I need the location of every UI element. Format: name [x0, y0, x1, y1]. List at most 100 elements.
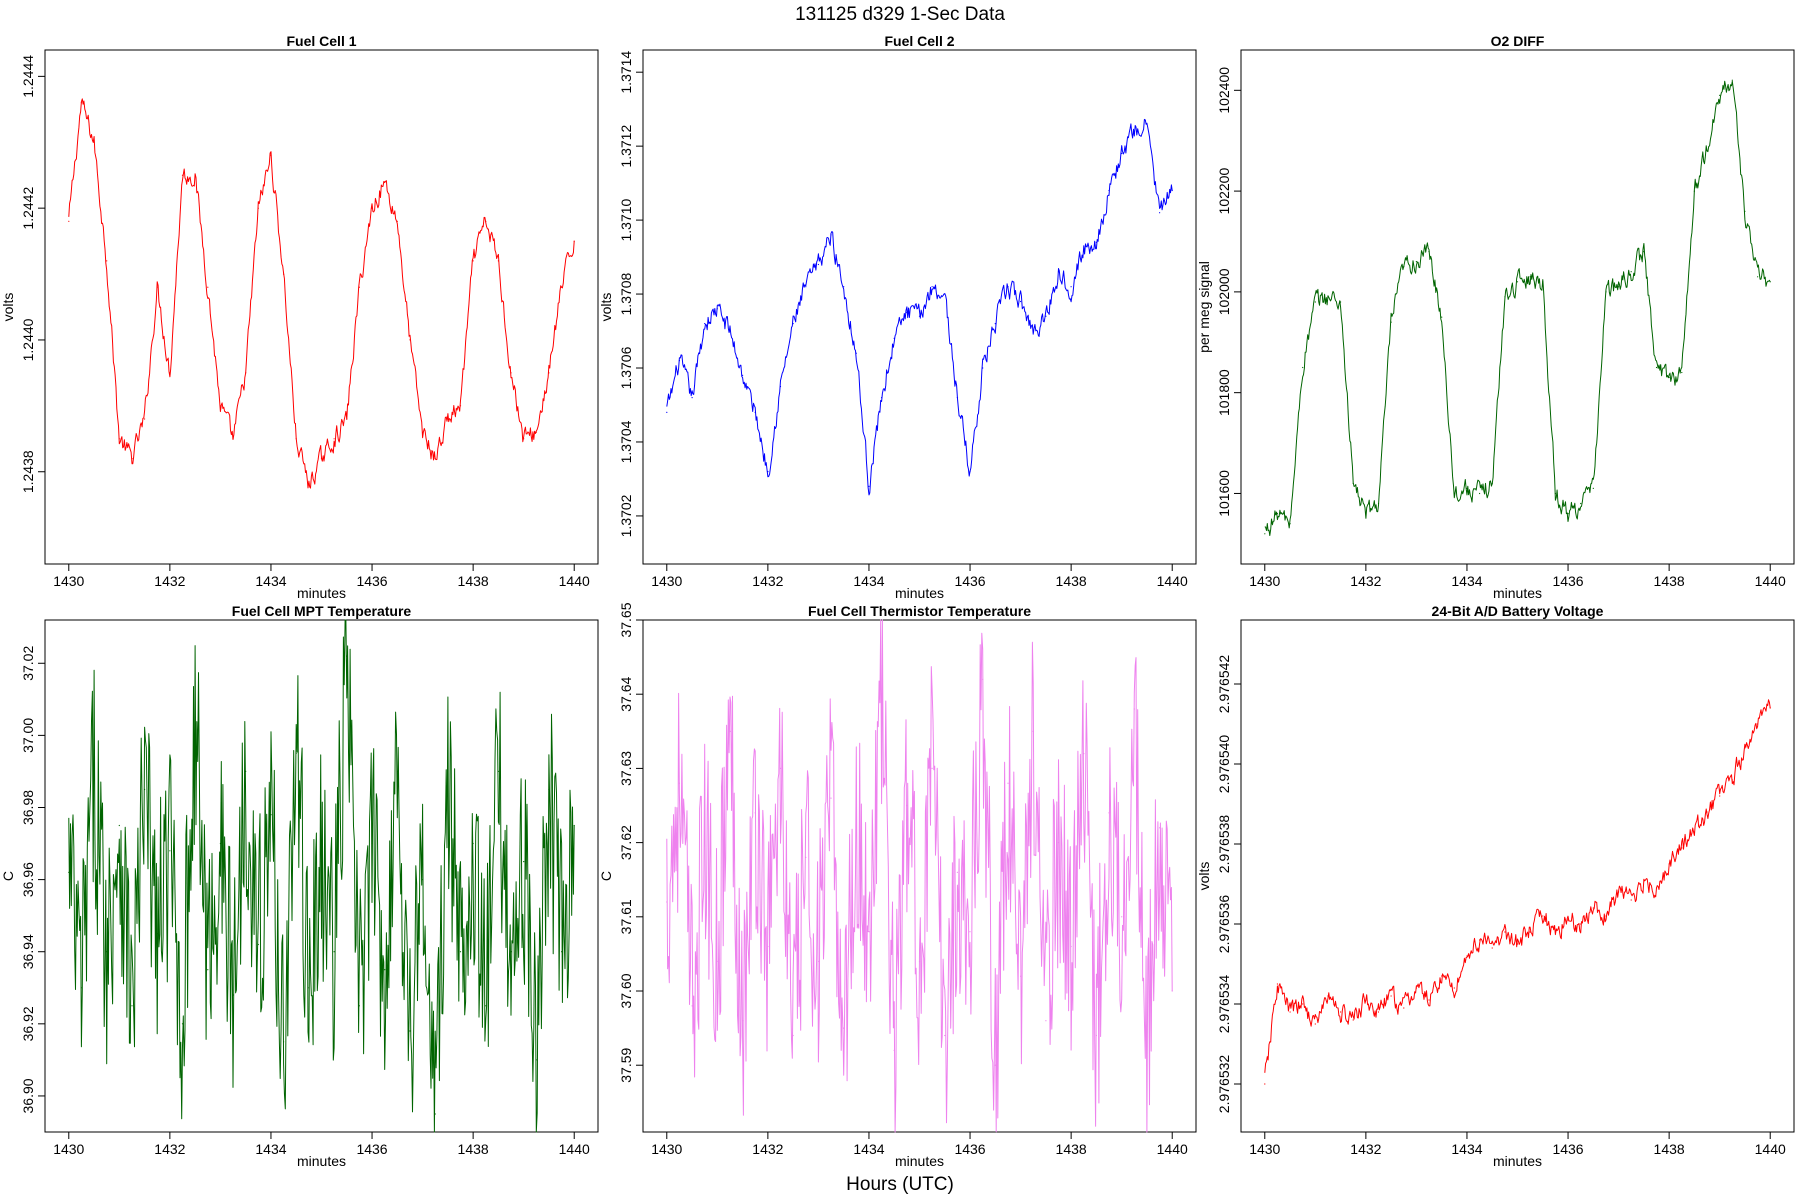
panel-fuel-cell-mpt-temperature-data-point — [156, 933, 158, 935]
panel-fuel-cell-2-ytick-label: 1.3706 — [618, 346, 634, 389]
panel-fuel-cell-1-xtick-label: 1430 — [53, 573, 84, 589]
panel-fuel-cell-1-xtick-label: 1440 — [559, 573, 590, 589]
panels-group: Fuel Cell 1 1430 1432 1434 1436 1438 1440 minut… — [0, 33, 1795, 1169]
panel-fuel-cell-mpt-temperature-data-point — [447, 788, 449, 791]
panel-24-bit-a-d-battery-voltage-data-point — [1516, 943, 1519, 945]
panel-o2-diff-data-point — [1441, 316, 1443, 318]
panel-fuel-cell-1-ylabel: volts — [0, 293, 16, 322]
panel-o2-diff-data-point — [1554, 492, 1556, 495]
panel-24-bit-a-d-battery-voltage-xtick-label: 1432 — [1350, 1141, 1381, 1157]
panel-24-bit-a-d-battery-voltage-data-point — [1264, 1083, 1266, 1085]
panel-fuel-cell-thermistor-temperature-data-point — [817, 960, 820, 962]
panel-fuel-cell-thermistor-temperature: Fuel Cell Thermistor Temperature 1430 1432… — [598, 602, 1197, 1169]
panel-fuel-cell-thermistor-temperature-xtick-label: 1432 — [752, 1141, 783, 1157]
panel-o2-diff-data-point — [1264, 533, 1266, 535]
panel-o2-diff-data-point — [1757, 276, 1759, 278]
panel-fuel-cell-thermistor-temperature-data-point — [1057, 842, 1060, 844]
panel-fuel-cell-1-frame — [44, 49, 599, 565]
panel-24-bit-a-d-battery-voltage-data-point — [1377, 1011, 1380, 1013]
panel-o2-diff-ylabel: per meg signal — [1196, 261, 1212, 353]
panel-o2-diff-data-point — [1693, 190, 1695, 192]
panel-24-bit-a-d-battery-voltage-data-point — [1289, 1011, 1291, 1013]
panel-fuel-cell-1-data-point — [219, 405, 221, 407]
panel-fuel-cell-2-data-point — [881, 397, 883, 399]
panel-o2-diff-data-point — [1643, 251, 1645, 253]
panel-24-bit-a-d-battery-voltage-data-point — [1314, 1023, 1316, 1025]
panel-24-bit-a-d-battery-voltage-data-point — [1276, 983, 1278, 985]
panel-24-bit-a-d-battery-voltage-data-point — [1580, 923, 1582, 925]
panel-fuel-cell-1-data-point — [169, 372, 171, 374]
panel-fuel-cell-thermistor-temperature-ylabel: C — [598, 871, 614, 881]
panel-24-bit-a-d-battery-voltage-data-point — [1655, 887, 1658, 889]
panel-fuel-cell-1-data-point — [358, 286, 360, 288]
panel-fuel-cell-1-data-point — [333, 438, 335, 440]
panel-24-bit-a-d-battery-voltage-ylabel: volts — [1196, 862, 1212, 891]
panel-fuel-cell-mpt-temperature-data-point — [472, 842, 474, 845]
panel-fuel-cell-1-data-point — [561, 286, 563, 288]
panel-o2-diff-xtick-label: 1434 — [1451, 573, 1482, 589]
panel-o2-diff-data-point — [1466, 487, 1468, 489]
panel-o2-diff-data-point — [1491, 482, 1493, 484]
panel-fuel-cell-mpt-temperature-data-point — [169, 850, 171, 852]
panel-fuel-cell-mpt-temperature-data-point — [118, 824, 120, 827]
panel-24-bit-a-d-battery-voltage-data-point — [1719, 795, 1721, 797]
panel-o2-diff-data-point — [1390, 321, 1392, 323]
panel-fuel-cell-2-data-point — [931, 286, 933, 288]
panel-24-bit-a-d-battery-voltage-data-point — [1592, 907, 1594, 909]
panel-fuel-cell-1-data-point — [346, 418, 348, 420]
panel-fuel-cell-mpt-temperature-xtick-label: 1430 — [53, 1141, 84, 1157]
panel-fuel-cell-thermistor-temperature-data-point — [1007, 782, 1009, 784]
panel-fuel-cell-mpt-temperature-data-point — [485, 1005, 487, 1007]
panel-fuel-cell-2-data-point — [893, 337, 895, 339]
panel-24-bit-a-d-battery-voltage-data-point — [1466, 955, 1468, 957]
panel-o2-diff-ytick-label: 102400 — [1216, 67, 1232, 114]
panel-fuel-cell-2-xtick-label: 1434 — [853, 573, 884, 589]
panel-o2-diff-xtick-label: 1436 — [1552, 573, 1583, 589]
panel-fuel-cell-mpt-temperature-data-point — [144, 788, 146, 791]
panel-fuel-cell-thermistor-temperature-data-point — [1095, 1034, 1097, 1037]
panel-fuel-cell-2-data-point — [1095, 241, 1097, 243]
figure-title: 131125 d329 1-Sec Data — [795, 4, 1005, 25]
panel-fuel-cell-1-data-point — [144, 418, 146, 420]
panel-fuel-cell-mpt-temperature-data-point — [358, 1005, 360, 1007]
panel-fuel-cell-mpt-temperature-data-point — [295, 752, 297, 755]
panel-fuel-cell-2-data-point — [1083, 249, 1085, 251]
panel-o2-diff-data-point — [1377, 502, 1380, 505]
panel-fuel-cell-1-data-point — [257, 207, 259, 209]
panel-24-bit-a-d-battery-voltage-xtick-label: 1430 — [1249, 1141, 1280, 1157]
panel-24-bit-a-d-battery-voltage-data-point — [1643, 879, 1645, 881]
panel-fuel-cell-mpt-temperature-xtick-label: 1432 — [154, 1141, 185, 1157]
panel-fuel-cell-mpt-temperature-data-point — [434, 1113, 436, 1115]
panel-fuel-cell-thermistor-temperature-data-point — [1083, 753, 1085, 755]
panel-fuel-cell-mpt-temperature-data-point — [68, 871, 70, 874]
panel-fuel-cell-mpt-temperature-xtick-label: 1440 — [559, 1141, 590, 1157]
panel-o2-diff: O2 DIFF 1430 1432 1434 1436 1438 1440 minutes 10… — [1196, 33, 1795, 601]
panel-fuel-cell-mpt-temperature-data-point — [181, 1023, 184, 1025]
panel-fuel-cell-thermistor-temperature-data-point — [779, 767, 782, 770]
panel-fuel-cell-mpt-temperature-ytick-label: 36.94 — [20, 934, 36, 969]
panel-fuel-cell-mpt-temperature-ytick-label: 37.02 — [20, 646, 36, 681]
panel-24-bit-a-d-battery-voltage-ytick-label: 2.976536 — [1216, 895, 1232, 954]
panel-fuel-cell-2-data-point — [1146, 123, 1148, 125]
panel-o2-diff-ytick-label: 101600 — [1216, 470, 1232, 517]
panel-fuel-cell-1-data-point — [459, 405, 462, 407]
panel-fuel-cell-mpt-temperature-xtick-label: 1438 — [458, 1141, 489, 1157]
panel-fuel-cell-2-data-point — [805, 286, 807, 288]
panel-o2-diff-series-line — [1264, 80, 1771, 536]
panel-fuel-cell-2-data-point — [754, 411, 756, 413]
panel-fuel-cell-1-data-point — [396, 220, 398, 222]
panel-fuel-cell-1-data-point — [523, 438, 525, 440]
panel-fuel-cell-2-data-point — [1108, 189, 1110, 192]
panel-24-bit-a-d-battery-voltage-ytick-label: 2.976534 — [1216, 975, 1232, 1034]
panel-fuel-cell-mpt-temperature-data-point — [548, 788, 550, 791]
panel-fuel-cell-2-data-point — [1133, 130, 1135, 132]
panel-fuel-cell-mpt-temperature-data-point — [308, 987, 310, 989]
panel-24-bit-a-d-battery-voltage-data-point — [1668, 863, 1670, 865]
panel-fuel-cell-2-data-point — [1070, 286, 1072, 288]
panel-fuel-cell-1-data-point — [573, 240, 575, 242]
panel-fuel-cell-2-ytick-label: 1.3714 — [618, 51, 634, 94]
panel-24-bit-a-d-battery-voltage-data-point — [1744, 747, 1746, 749]
panel-24-bit-a-d-battery-voltage-data-point — [1567, 919, 1569, 921]
panel-o2-diff-ytick-label: 101800 — [1216, 369, 1232, 416]
panel-o2-diff-data-point — [1668, 376, 1670, 379]
